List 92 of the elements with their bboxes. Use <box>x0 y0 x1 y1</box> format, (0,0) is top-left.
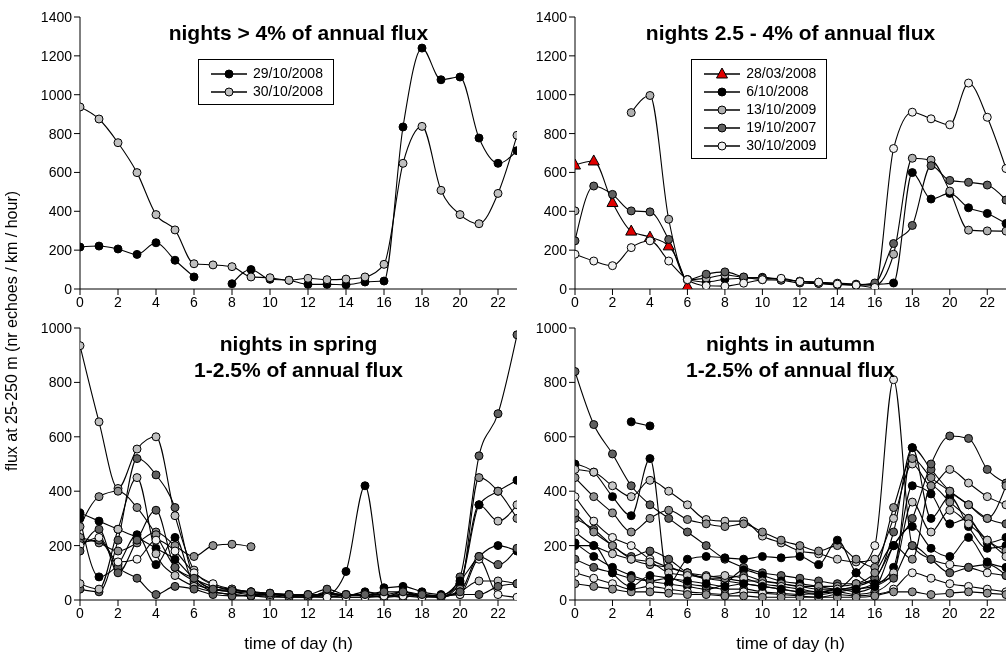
y-tick-label: 200 <box>48 537 73 554</box>
y-tick-label: 400 <box>543 483 568 500</box>
y-tick-label: 1400 <box>40 8 73 25</box>
x-tick-label: 6 <box>683 604 692 621</box>
x-tick-label: 0 <box>76 604 85 621</box>
x-tick-label: 14 <box>338 604 354 621</box>
y-tick-label: 800 <box>543 374 568 391</box>
x-tick-label: 12 <box>300 293 316 310</box>
x-tick-label: 14 <box>338 293 354 310</box>
y-tick-label: 1000 <box>535 319 568 336</box>
x-tick-label: 0 <box>571 293 580 310</box>
y-tick-label: 600 <box>48 164 73 181</box>
y-tick-label: 400 <box>543 203 568 220</box>
x-tick-label: 0 <box>76 293 85 310</box>
x-axis-title: time of day (h) <box>735 634 846 654</box>
y-axis-title: flux at 25-250 m (nr echoes / km / hour) <box>3 190 21 472</box>
y-tick-label: 400 <box>48 483 73 500</box>
text: 1-2.5% of annual flux <box>193 357 404 383</box>
x-tick-label: 6 <box>190 604 199 621</box>
y-tick-label: 0 <box>559 591 568 608</box>
x-tick-label: 6 <box>190 293 199 310</box>
x-tick-label: 12 <box>792 293 808 310</box>
legend-label: 6/10/2008 <box>746 83 809 99</box>
x-tick-label: 0 <box>571 604 580 621</box>
x-tick-label: 16 <box>376 604 392 621</box>
x-tick-label: 10 <box>262 293 278 310</box>
y-tick-label: 200 <box>543 242 568 259</box>
x-tick-label: 4 <box>152 604 161 621</box>
x-tick-label: 22 <box>979 293 996 310</box>
legend-label: 30/10/2008 <box>252 83 323 99</box>
y-tick-label: 1200 <box>535 47 568 64</box>
legend-label: 29/10/2008 <box>252 65 323 81</box>
y-tick-label: 1000 <box>40 319 73 336</box>
y-tick-label: 600 <box>543 164 568 181</box>
x-tick-label: 18 <box>414 604 430 621</box>
y-tick-label: 400 <box>48 203 73 220</box>
y-tick-label: 1000 <box>40 86 73 103</box>
legend-label: 30/10/2009 <box>746 137 817 153</box>
x-tick-label: 20 <box>941 293 958 310</box>
x-tick-label: 22 <box>490 293 506 310</box>
x-tick-label: 20 <box>941 604 958 621</box>
x-tick-label: 14 <box>829 293 846 310</box>
x-tick-label: 10 <box>262 604 278 621</box>
x-tick-label: 8 <box>228 604 237 621</box>
x-tick-label: 6 <box>683 293 692 310</box>
y-tick-label: 200 <box>48 242 73 259</box>
x-tick-label: 12 <box>300 604 316 621</box>
x-tick-label: 10 <box>754 293 771 310</box>
chart-title: nights 2.5 - 4% of annual flux <box>644 20 937 46</box>
x-tick-label: 18 <box>904 293 921 310</box>
x-tick-label: 16 <box>376 293 392 310</box>
x-tick-label: 2 <box>608 293 617 310</box>
y-tick-label: 800 <box>543 125 568 142</box>
y-tick-label: 1400 <box>535 8 568 25</box>
x-tick-label: 12 <box>792 604 808 621</box>
x-axis-title: time of day (h) <box>243 634 354 654</box>
y-tick-label: 1000 <box>535 86 568 103</box>
y-tick-label: 0 <box>64 280 73 297</box>
legend-label: 13/10/2009 <box>746 101 817 117</box>
x-tick-label: 8 <box>721 604 730 621</box>
x-tick-label: 4 <box>152 293 161 310</box>
x-tick-label: 4 <box>646 604 655 621</box>
x-tick-label: 18 <box>414 293 430 310</box>
legend-label: 19/10/2007 <box>746 119 817 135</box>
y-tick-label: 1200 <box>40 47 73 64</box>
y-tick-label: 800 <box>48 374 73 391</box>
x-tick-label: 10 <box>754 604 771 621</box>
text: 1-2.5% of annual flux <box>685 357 896 383</box>
x-tick-label: 16 <box>867 604 883 621</box>
chart-title: nights > 4% of annual flux <box>167 20 430 46</box>
x-tick-label: 20 <box>452 604 468 621</box>
x-tick-label: 22 <box>979 604 996 621</box>
x-tick-label: 2 <box>608 604 617 621</box>
x-tick-label: 2 <box>114 604 123 621</box>
y-tick-label: 0 <box>64 591 73 608</box>
y-tick-label: 800 <box>48 125 73 142</box>
x-tick-label: 8 <box>228 293 237 310</box>
x-tick-label: 20 <box>452 293 468 310</box>
chart-title: nights in autumn <box>704 331 877 357</box>
x-tick-label: 16 <box>867 293 883 310</box>
x-tick-label: 2 <box>114 293 123 310</box>
x-tick-label: 22 <box>490 604 506 621</box>
x-tick-label: 14 <box>829 604 846 621</box>
y-tick-label: 600 <box>48 428 73 445</box>
y-tick-label: 200 <box>543 537 568 554</box>
x-tick-label: 8 <box>721 293 730 310</box>
legend-label: 28/03/2008 <box>746 65 817 81</box>
x-tick-label: 4 <box>646 293 655 310</box>
y-tick-label: 0 <box>559 280 568 297</box>
x-tick-label: 18 <box>904 604 921 621</box>
chart-title: nights in spring <box>218 331 379 357</box>
y-tick-label: 600 <box>543 428 568 445</box>
